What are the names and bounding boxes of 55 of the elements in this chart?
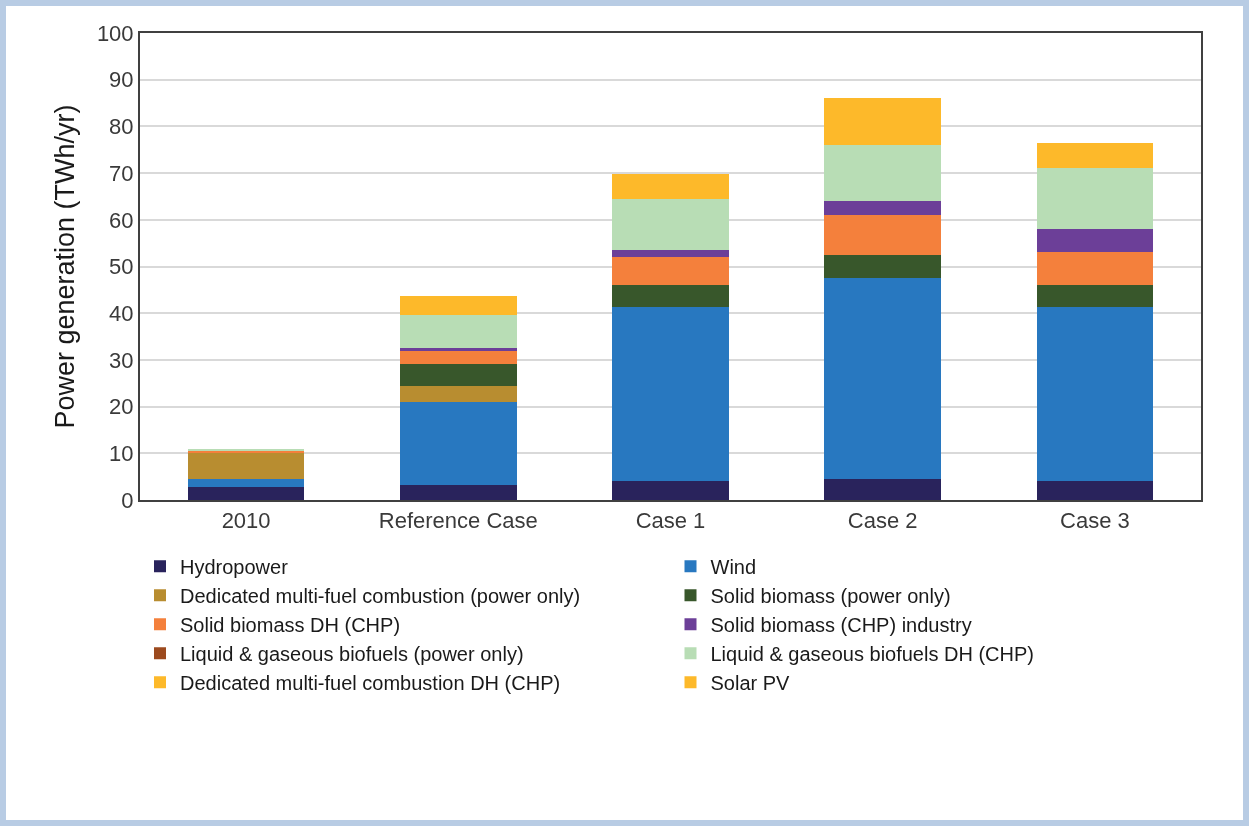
- y-tick-label: 50: [109, 254, 134, 280]
- bar: [612, 480, 729, 500]
- y-tick-label: 70: [109, 160, 134, 186]
- x-tick-label: 2010: [221, 508, 271, 534]
- bar: [399, 385, 517, 403]
- bar: [824, 278, 942, 480]
- legend-label: Solar PV: [710, 672, 791, 694]
- bar: [824, 145, 942, 202]
- bar: [187, 479, 305, 488]
- y-tick-label: 0: [121, 487, 134, 513]
- y-tick-label: 80: [109, 114, 134, 140]
- bar: [399, 402, 517, 486]
- legend-label: Liquid & gaseous biofuels DH (CHP): [710, 643, 1034, 665]
- y-tick-label: 100: [96, 20, 134, 46]
- y-tick-label: 20: [109, 394, 134, 420]
- legend-label: Solid biomass DH (CHP): [180, 614, 401, 636]
- bar: [1036, 252, 1154, 286]
- bar: [824, 201, 942, 215]
- bar: [824, 479, 942, 500]
- bar: [1036, 480, 1154, 500]
- legend-label: Liquid & gaseous biofuels (power only): [180, 643, 524, 665]
- bar: [824, 214, 942, 255]
- y-tick-label: 90: [109, 67, 134, 93]
- x-tick-label: Case 3: [1060, 508, 1130, 534]
- bar: [1036, 229, 1154, 253]
- bar: [399, 315, 517, 349]
- y-tick-label: 60: [109, 207, 134, 233]
- y-tick-label: 30: [109, 347, 134, 373]
- bar: [1036, 285, 1154, 308]
- x-tick-label: Case 2: [847, 508, 918, 534]
- bar: [399, 348, 517, 352]
- bar: [1036, 307, 1154, 481]
- y-axis-title: Power generation (TWh/yr): [50, 104, 81, 429]
- legend-label: Wind: [710, 556, 757, 578]
- bar: [612, 307, 729, 481]
- legend-label: Dedicated multi-fuel combustion (power only): [180, 585, 581, 607]
- bar: [399, 485, 517, 500]
- bar: [612, 257, 729, 286]
- y-tick-label: 40: [109, 300, 134, 326]
- legend-label: Solid biomass (power only): [710, 585, 951, 607]
- bar: [612, 198, 729, 251]
- bar: [399, 363, 517, 386]
- bar: [612, 250, 729, 258]
- bar: [824, 254, 942, 279]
- y-tick-label: 10: [109, 441, 134, 466]
- bar: [1036, 167, 1154, 230]
- legend-label: Solid biomass (CHP) industry: [710, 614, 972, 636]
- bar: [399, 351, 517, 364]
- x-tick-label: Reference Case: [378, 508, 538, 534]
- legend-label: Dedicated multi-fuel combustion DH (CHP): [180, 672, 561, 694]
- legend-label: Hydropower: [180, 556, 289, 578]
- bar: [187, 487, 305, 500]
- x-tick-label: Case 1: [635, 508, 706, 534]
- bar: [612, 285, 729, 308]
- bar: [187, 452, 305, 480]
